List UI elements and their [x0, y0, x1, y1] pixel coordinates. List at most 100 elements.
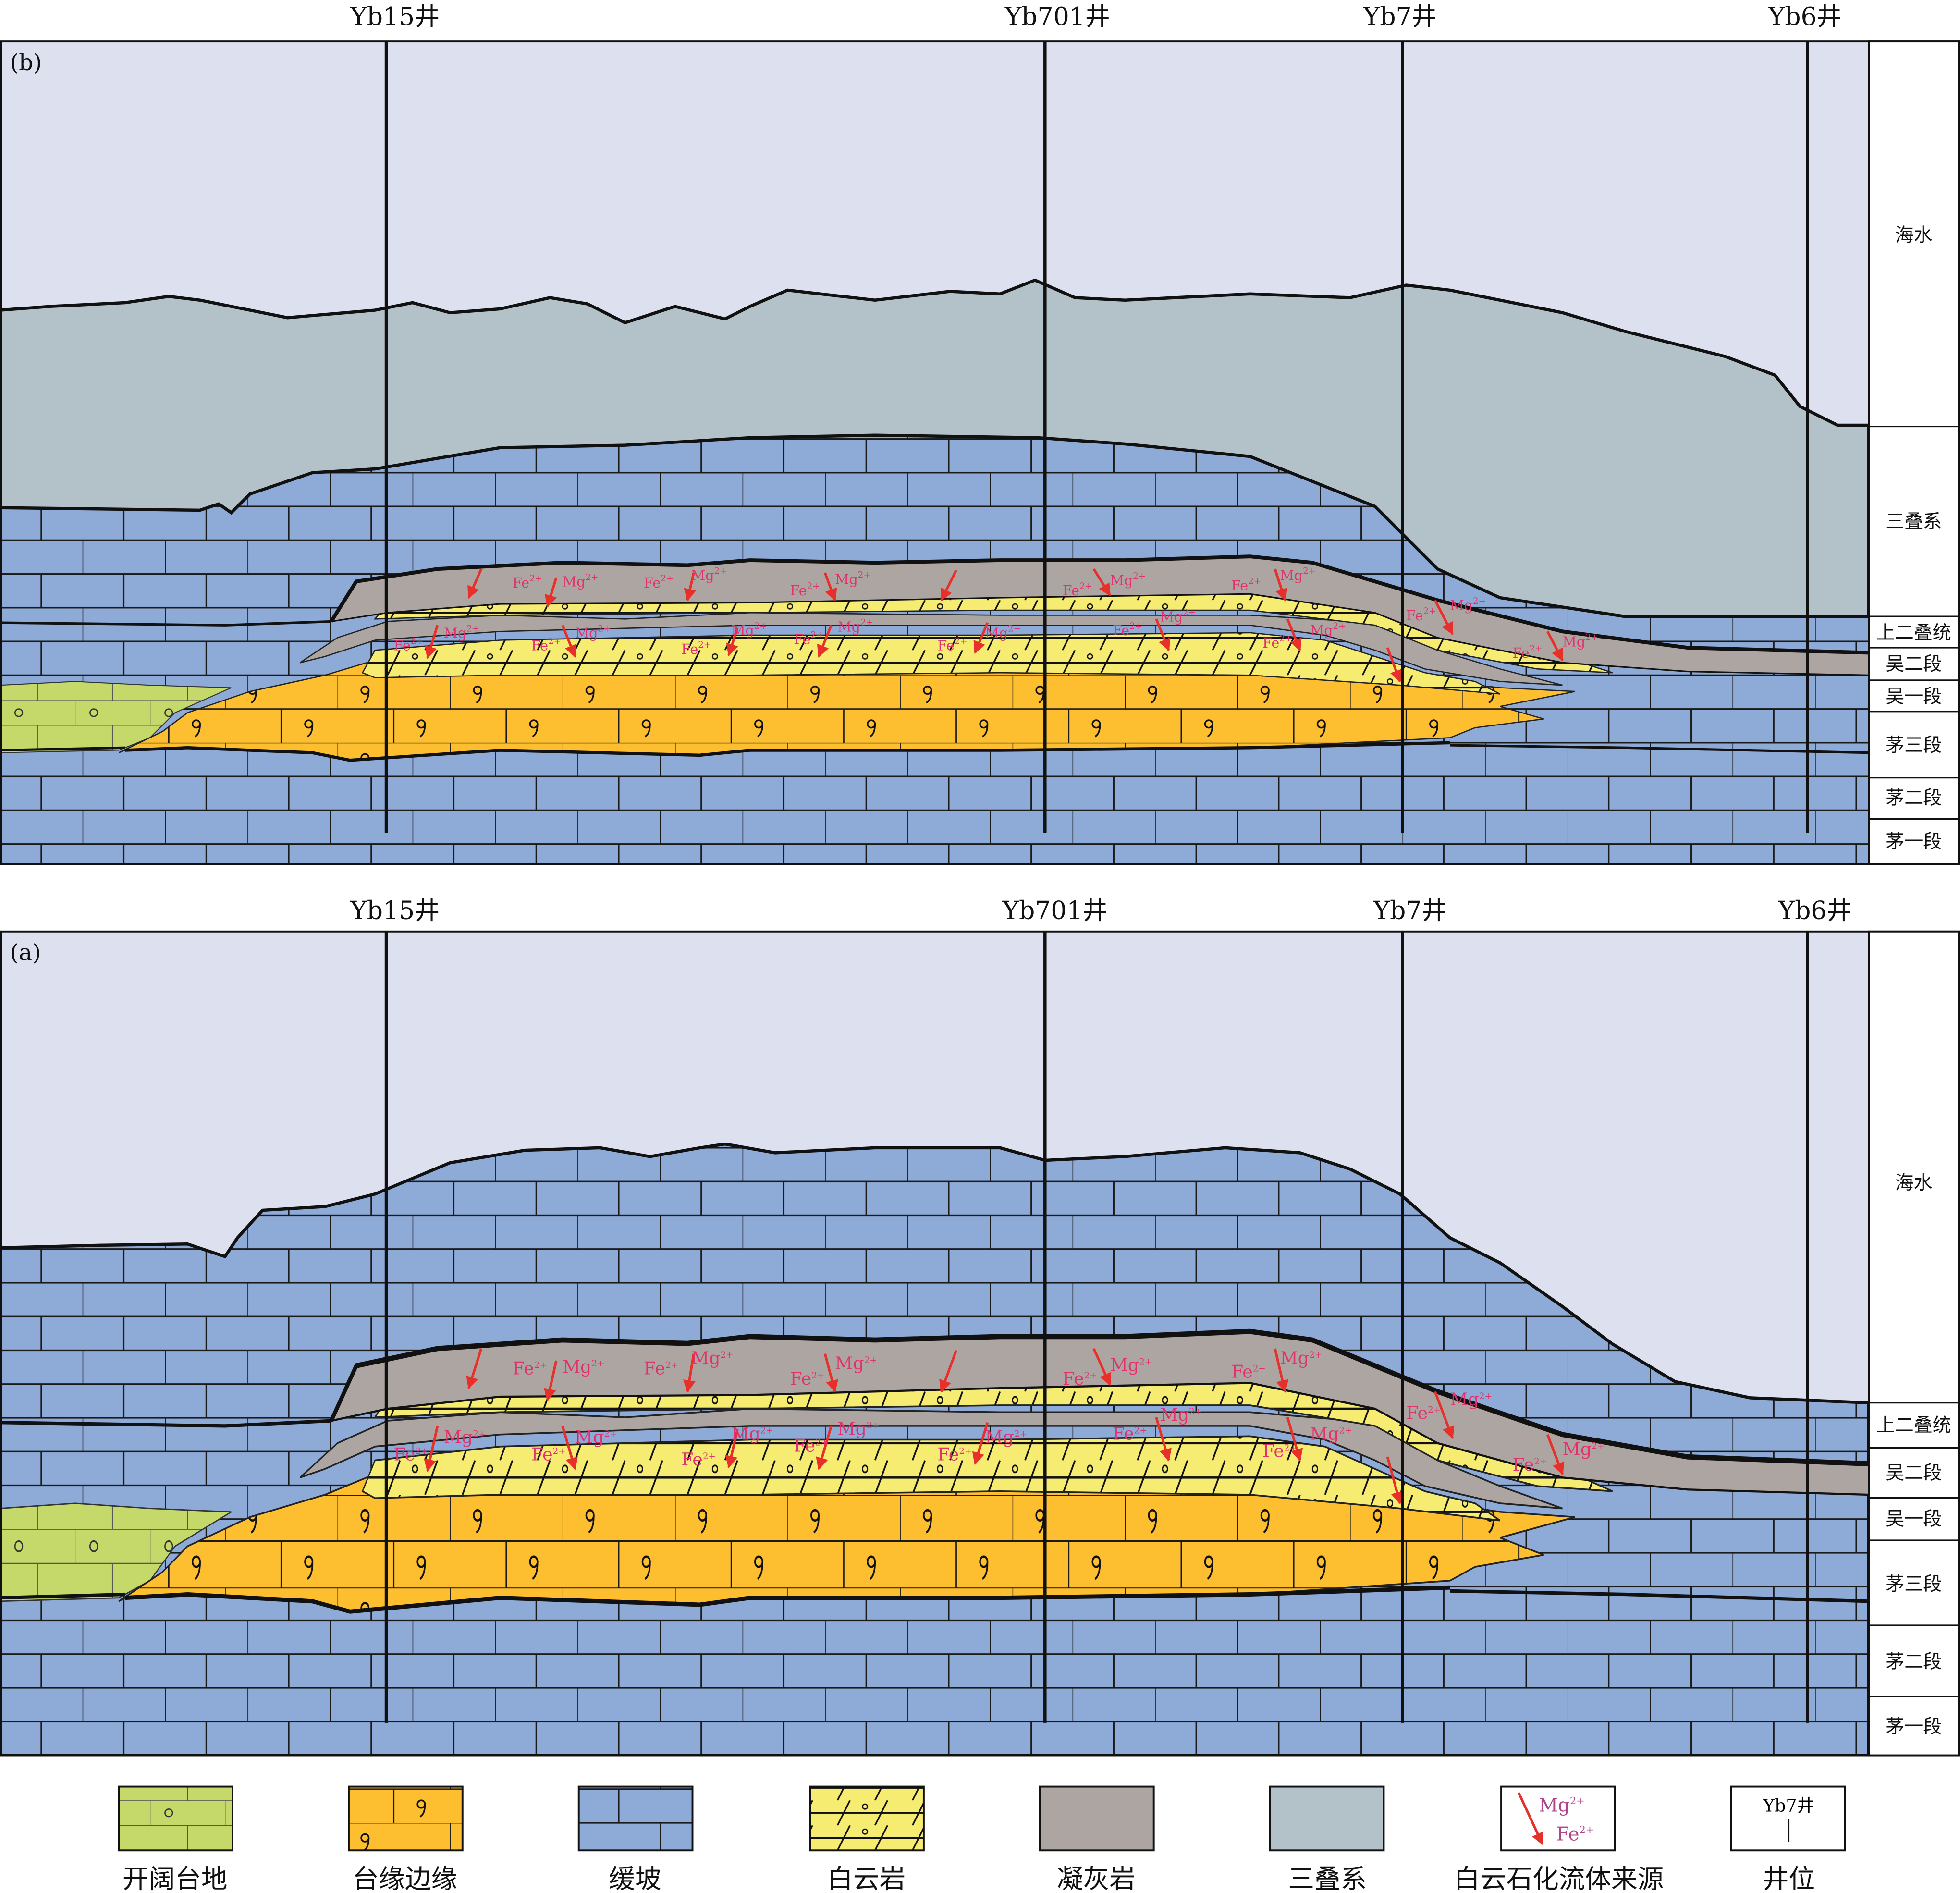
ion-label: Fe2+: [1406, 1403, 1441, 1424]
fluid-arrow: [467, 568, 483, 599]
fluid-arrow: [939, 1350, 958, 1393]
ion-label: Mg2+: [731, 621, 767, 639]
ion-label: Fe2+: [1406, 606, 1436, 624]
fluid-arrow: [561, 625, 577, 658]
ion-label: Mg2+: [1110, 571, 1146, 589]
ion-label: Mg2+: [444, 624, 479, 641]
fluid-arrow: [725, 1429, 739, 1469]
legend-well: Yb7井 井位: [1730, 1785, 1846, 1893]
fluid-arrow: [1092, 1348, 1111, 1386]
fluid-arrow: [940, 569, 957, 602]
fluid-arrow: [1546, 1434, 1565, 1475]
fluid-arrow: [1286, 1417, 1303, 1462]
strata-label: 吴二段: [1886, 653, 1942, 675]
panel-a: Fe2+ Mg2+ Fe2+ Mg2+ Fe2+ Mg2+ Fe2+ Mg2+ Fe2+ Mg2+…: [0, 897, 1960, 1757]
fluid-arrow: [1274, 568, 1288, 602]
fluid-arrow: [1546, 631, 1564, 662]
fluid-arrow: [726, 627, 739, 657]
well-label: Yb15井: [350, 2, 440, 31]
ion-label: Mg2+: [444, 1427, 486, 1448]
fluid-arrow: [823, 1353, 838, 1393]
svg-text:Fe2+: Fe2+: [1556, 1823, 1594, 1845]
ion-label: Mg2+: [1280, 566, 1315, 584]
well-label: Yb7井: [1373, 897, 1447, 925]
fluid-arrow: [817, 625, 833, 658]
ion-label: Fe2+: [1512, 644, 1542, 661]
arrow-icon: [1518, 1792, 1544, 1845]
ion-label: Mg2+: [837, 1418, 879, 1439]
legend-open-platform: 开阔台地: [118, 1785, 233, 1893]
ion-label: Mg2+: [575, 624, 611, 641]
svg-text:白云岩: 白云岩: [827, 1863, 906, 1893]
fluid-arrow: [424, 1426, 439, 1472]
ion-label: Fe2+: [644, 1358, 678, 1379]
ion-label: Fe2+: [513, 1358, 547, 1379]
ion-label: Fe2+: [394, 1444, 429, 1464]
strata-label: 茅三段: [1886, 1573, 1942, 1595]
ion-label: Mg2+: [563, 1356, 604, 1377]
ion-label: Fe2+: [794, 1436, 828, 1456]
ion-label: Mg2+: [1450, 596, 1485, 614]
svg-text:井位: 井位: [1763, 1863, 1815, 1893]
ion-label: Fe2+: [790, 1368, 824, 1389]
fluid-arrow: [816, 1426, 833, 1470]
fluid-arrow: [466, 1348, 483, 1389]
well-label: Yb701井: [1002, 897, 1108, 925]
ion-label: Mg2+: [837, 617, 873, 635]
ion-label: Mg2+: [575, 1427, 617, 1448]
strata-label: 茅二段: [1886, 1651, 1942, 1672]
ion-label: Mg2+: [563, 573, 598, 590]
strata-column-b: 海水 三叠系 上二叠统 吴二段 吴一段 茅三段 茅二段 茅一段: [1868, 40, 1960, 865]
well-label: Yb15井: [350, 897, 440, 925]
svg-text:凝灰岩: 凝灰岩: [1057, 1863, 1136, 1893]
ion-label: Fe2+: [1113, 1424, 1147, 1444]
fluid-arrow: [1155, 1417, 1172, 1462]
ion-label: Mg2+: [1450, 1389, 1492, 1410]
ion-label: Fe2+: [790, 581, 820, 599]
svg-text:台缘边缘: 台缘边缘: [353, 1863, 458, 1893]
legend-triassic: 三叠系: [1269, 1785, 1385, 1893]
strata-label: 茅一段: [1886, 831, 1942, 852]
ion-label: Fe2+: [1231, 576, 1261, 593]
strata-label: 茅三段: [1886, 735, 1942, 756]
fluid-arrow: [684, 572, 696, 602]
ion-label: Mg2+: [835, 1353, 877, 1374]
fluid-arrow: [1092, 568, 1111, 597]
fluid-arrow: [1155, 618, 1171, 651]
svg-text:缓坡: 缓坡: [609, 1863, 661, 1893]
well-label: Yb6井: [1768, 2, 1842, 31]
ion-label: Fe2+: [681, 640, 711, 657]
ion-label: Fe2+: [531, 636, 561, 653]
strata-label: 吴一段: [1886, 686, 1942, 708]
fluid-arrow: [544, 1360, 558, 1401]
ion-label: Mg2+: [985, 624, 1020, 641]
wells-b: Yb15井 Yb701井 Yb7井 Yb6井: [350, 2, 1842, 833]
ion-label: Fe2+: [1113, 621, 1142, 639]
fluid-arrow: [1433, 600, 1454, 635]
strata-column-a: 海水 上二叠统 吴二段 吴一段 茅三段 茅二段 茅一段: [1868, 930, 1960, 1757]
legend-tuff: 凝灰岩: [1039, 1785, 1155, 1893]
well-label: Yb6井: [1778, 897, 1852, 925]
ion-label: Mg2+: [1280, 1348, 1322, 1368]
fluid-arrow: [1386, 647, 1402, 683]
ion-label: Mg2+: [691, 1348, 733, 1368]
strata-label: 海水: [1895, 224, 1933, 246]
ion-label: Mg2+: [985, 1427, 1027, 1448]
strata-label: 吴一段: [1886, 1509, 1942, 1530]
ion-label: Fe2+: [1512, 1454, 1547, 1475]
ion-label: Fe2+: [938, 1444, 972, 1464]
ion-label: Mg2+: [691, 566, 727, 584]
fluid-arrow: [973, 622, 989, 654]
panel-b: Fe2+ Mg2+ Fe2+ Mg2+ Fe2+ Mg2+ Fe2+ Mg2+ Fe2+ Mg2+…: [0, 2, 1960, 865]
strata-label: 茅二段: [1886, 787, 1942, 809]
fluid-arrow: [823, 572, 837, 602]
fluid-arrows: Fe2+ Mg2+ Fe2+ Mg2+ Fe2+ Mg2+ Fe2+ Mg2+ Fe2+ Mg2+…: [394, 1348, 1605, 1505]
ion-label: Mg2+: [1160, 607, 1196, 625]
legend: 开阔台地 台缘边缘 缓坡 白云岩 凝灰岩 三叠系 Mg2+ Fe2+ 白云石化流…: [118, 1785, 1846, 1893]
legend-ramp: 缓坡: [577, 1785, 694, 1893]
ion-label: Mg2+: [1563, 1439, 1605, 1460]
ion-label: Fe2+: [394, 636, 424, 653]
well-label: Yb7井: [1363, 2, 1437, 31]
svg-text:Mg2+: Mg2+: [1539, 1795, 1585, 1817]
